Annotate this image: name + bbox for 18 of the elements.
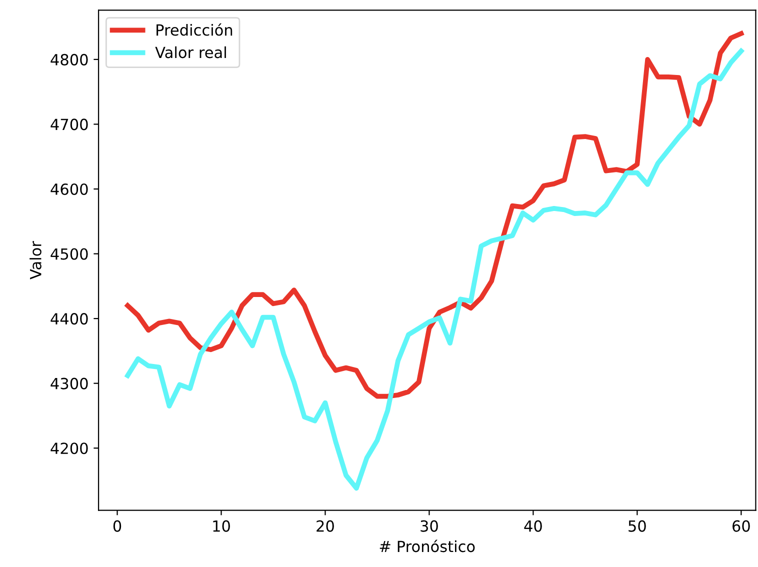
y-tick-label: 4400 bbox=[50, 313, 88, 325]
legend-label: Valor real bbox=[155, 46, 226, 58]
y-tick-label: 4800 bbox=[50, 54, 88, 66]
y-tick-label: 4600 bbox=[50, 183, 88, 196]
x-tick-label: 20 bbox=[316, 520, 334, 532]
y-axis-title: Valor bbox=[30, 241, 42, 280]
x-tick-label: 40 bbox=[524, 520, 542, 532]
y-tick-label: 4200 bbox=[50, 442, 88, 454]
legend-label: Predicción bbox=[156, 23, 232, 36]
y-tick-label: 4500 bbox=[50, 248, 88, 260]
x-tick-label: 30 bbox=[420, 520, 438, 532]
x-tick-label: 10 bbox=[213, 520, 230, 532]
x-tick-label: 50 bbox=[628, 520, 646, 532]
x-tick-label: 60 bbox=[732, 520, 750, 532]
y-tick-label: 4700 bbox=[50, 118, 88, 130]
y-tick-label: 4300 bbox=[50, 378, 88, 390]
x-tick-label: 0 bbox=[113, 520, 122, 532]
x-axis-title: # Pronóstico bbox=[380, 540, 475, 552]
